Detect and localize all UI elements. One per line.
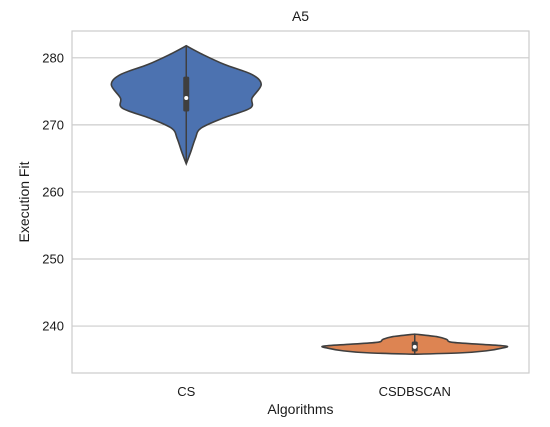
y-axis-title: Execution Fit <box>16 161 32 242</box>
violin-cs <box>110 44 263 167</box>
x-tick-labels: CS CSDBSCAN <box>177 384 451 399</box>
violin-median-csdbscan <box>412 344 417 349</box>
x-tick-label-cs: CS <box>177 384 195 399</box>
grid-lines <box>72 57 529 327</box>
violin-median-cs <box>184 96 189 101</box>
y-tick-label-260: 260 <box>42 184 64 199</box>
chart-title: A5 <box>292 8 309 24</box>
y-tick-label-250: 250 <box>42 252 64 267</box>
violin-iqr-cs <box>183 76 190 112</box>
violins <box>110 44 509 356</box>
x-axis-title: Algorithms <box>267 401 333 417</box>
plot-frame <box>71 30 530 374</box>
x-tick-label-csdbscan: CSDBSCAN <box>379 384 451 399</box>
y-tick-label-270: 270 <box>42 117 64 132</box>
y-tick-label-280: 280 <box>42 50 64 65</box>
y-tick-labels: 240 250 260 270 280 <box>42 50 64 333</box>
violin-csdbscan <box>321 333 509 356</box>
y-tick-label-240: 240 <box>42 319 64 334</box>
